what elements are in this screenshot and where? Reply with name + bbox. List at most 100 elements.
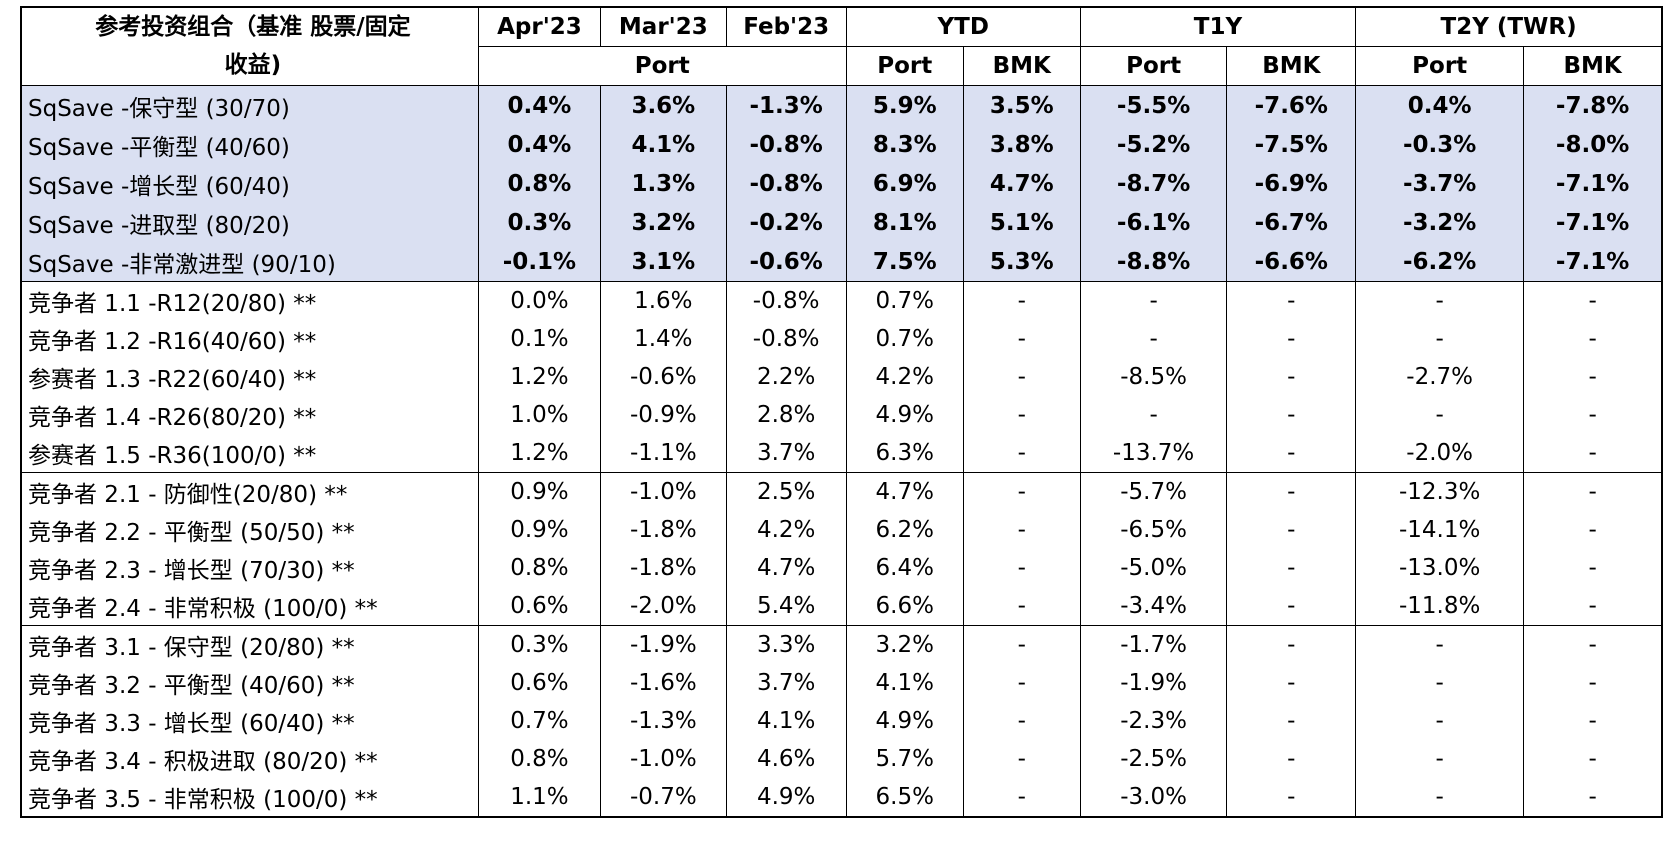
- cell-ytd-port: 5.9%: [845, 85, 964, 125]
- cell-apr: 0.8%: [477, 549, 601, 587]
- cell-t2y-port: -: [1355, 740, 1524, 778]
- table-row: SqSave -保守型 (30/70) 0.4% 3.6% -1.3% 5.9% 3.5%…: [21, 85, 1662, 125]
- cell-feb: 4.7%: [725, 549, 847, 587]
- row-name: 竞争者 3.1 - 保守型 (20/80) **: [21, 625, 479, 664]
- cell-t1y-port: -8.7%: [1079, 164, 1227, 203]
- sub-t1y-port: Port: [1079, 46, 1227, 86]
- cell-mar: 1.6%: [600, 281, 727, 320]
- cell-apr: 1.2%: [477, 358, 601, 396]
- table-row: 竞争者 1.4 -R26(80/20) ** 1.0% -0.9% 2.8% 4.9% -…: [21, 396, 1662, 434]
- cell-ytd-port: 6.9%: [845, 164, 964, 203]
- cell-mar: -1.1%: [600, 434, 727, 473]
- cell-t2y-port: -: [1355, 664, 1524, 702]
- cell-ytd-port: 4.2%: [845, 358, 964, 396]
- cell-t1y-port: -3.4%: [1079, 587, 1227, 626]
- cell-t2y-bmk: -: [1523, 396, 1662, 434]
- cell-t2y-bmk: -: [1523, 664, 1662, 702]
- cell-t1y-port: -2.3%: [1079, 702, 1227, 740]
- table-row: SqSave -平衡型 (40/60) 0.4% 4.1% -0.8% 8.3% 3.8%…: [21, 125, 1662, 164]
- row-name: 竞争者 3.3 - 增长型 (60/40) **: [28, 711, 355, 737]
- cell-t1y-bmk: -7.5%: [1226, 125, 1356, 164]
- table-row: 竞争者 3.3 - 增长型 (60/40) ** 0.7% -1.3% 4.1% 4.9…: [21, 702, 1662, 740]
- sub-t2y-bmk: BMK: [1523, 46, 1662, 86]
- cell-t1y-bmk: -: [1226, 320, 1356, 358]
- col-t1y: T1Y: [1079, 7, 1356, 47]
- cell-ytd-port: 6.6%: [845, 587, 964, 626]
- cell-t1y-port: -5.0%: [1079, 549, 1227, 587]
- cell-t1y-bmk: -6.9%: [1226, 164, 1356, 203]
- cell-t1y-bmk: -: [1226, 358, 1356, 396]
- cell-t2y-bmk: -7.1%: [1523, 203, 1662, 242]
- cell-t2y-bmk: -: [1523, 778, 1662, 817]
- table-row: 竞争者 2.4 - 非常积极 (100/0) ** 0.6% -2.0% 5.4% 6.…: [21, 587, 1662, 626]
- cell-t1y-port: -5.7%: [1079, 472, 1227, 511]
- cell-mar: -1.0%: [600, 740, 727, 778]
- cell-mar: -1.8%: [600, 511, 727, 549]
- cell-t2y-bmk: -7.1%: [1523, 164, 1662, 203]
- cell-feb: 4.2%: [725, 511, 847, 549]
- cell-apr: 1.2%: [477, 434, 601, 473]
- cell-t1y-port: -1.7%: [1079, 625, 1227, 664]
- cell-t1y-port: -: [1079, 396, 1227, 434]
- cell-feb: 4.9%: [725, 778, 847, 817]
- cell-ytd-port: 6.4%: [845, 549, 964, 587]
- cell-ytd-port: 8.1%: [845, 203, 964, 242]
- cell-t2y-port: -13.0%: [1355, 549, 1524, 587]
- cell-mar: -1.9%: [600, 625, 727, 664]
- table-row: SqSave -进取型 (80/20) 0.3% 3.2% -0.2% 8.1% 5.1%…: [21, 203, 1662, 242]
- cell-t2y-port: -0.3%: [1355, 125, 1524, 164]
- row-name: 参赛者 1.3 -R22(60/40) **: [28, 367, 317, 393]
- row-name: 竞争者 3.4 - 积极进取 (80/20) **: [28, 749, 378, 775]
- cell-mar: -0.7%: [600, 778, 727, 817]
- cell-ytd-bmk: -: [962, 778, 1081, 817]
- row-name: 参赛者 1.5 -R36(100/0) **: [28, 443, 317, 469]
- cell-t2y-port: 0.4%: [1355, 85, 1524, 125]
- cell-t2y-bmk: -: [1523, 702, 1662, 740]
- cell-feb: -0.8%: [725, 281, 847, 320]
- cell-t2y-port: -: [1355, 778, 1524, 817]
- cell-t2y-port: -12.3%: [1355, 472, 1524, 511]
- cell-mar: -1.8%: [600, 549, 727, 587]
- cell-ytd-port: 6.3%: [845, 434, 964, 473]
- row-name: 竞争者 3.2 - 平衡型 (40/60) **: [28, 673, 355, 699]
- cell-t1y-bmk: -6.6%: [1226, 242, 1356, 282]
- cell-ytd-port: 5.7%: [845, 740, 964, 778]
- cell-t2y-bmk: -8.0%: [1523, 125, 1662, 164]
- cell-ytd-bmk: -: [962, 740, 1081, 778]
- cell-apr: 1.0%: [477, 396, 601, 434]
- cell-apr: 0.9%: [477, 472, 601, 511]
- cell-ytd-bmk: 5.1%: [962, 203, 1081, 242]
- cell-t1y-bmk: -: [1226, 740, 1356, 778]
- col-feb: Feb'23: [725, 7, 847, 47]
- table-row: 竞争者 3.4 - 积极进取 (80/20) ** 0.8% -1.0% 4.6% 5.…: [21, 740, 1662, 778]
- cell-t2y-bmk: -7.1%: [1523, 242, 1662, 282]
- cell-apr: 0.3%: [477, 203, 601, 242]
- row-name: SqSave -增长型 (60/40): [21, 164, 479, 203]
- cell-apr: 0.4%: [477, 125, 601, 164]
- cell-ytd-bmk: 4.7%: [962, 164, 1081, 203]
- cell-feb: -0.8%: [725, 164, 847, 203]
- cell-ytd-port: 6.2%: [845, 511, 964, 549]
- cell-t2y-port: -: [1355, 320, 1524, 358]
- cell-t1y-bmk: -: [1226, 702, 1356, 740]
- cell-ytd-bmk: 3.8%: [962, 125, 1081, 164]
- cell-feb: 5.4%: [725, 587, 847, 626]
- table-row: 竞争者 2.2 - 平衡型 (50/50) ** 0.9% -1.8% 4.2% 6.2…: [21, 511, 1662, 549]
- table-title: 参考投资组合（基准 股票/固定 收益): [21, 7, 479, 86]
- cell-apr: 0.0%: [477, 281, 601, 320]
- cell-feb: 3.3%: [725, 625, 847, 664]
- cell-t1y-port: -2.5%: [1079, 740, 1227, 778]
- cell-apr: 0.3%: [477, 625, 601, 664]
- sub-port-months: Port: [477, 46, 847, 86]
- table-row: 参赛者 1.5 -R36(100/0) ** 1.2% -1.1% 3.7% 6.3% -…: [21, 434, 1662, 473]
- cell-ytd-port: 4.1%: [845, 664, 964, 702]
- cell-ytd-port: 4.9%: [845, 702, 964, 740]
- cell-ytd-port: 6.5%: [845, 778, 964, 817]
- table-row: 竞争者 1.1 -R12(20/80) ** 0.0% 1.6% -0.8% 0.7% -…: [21, 281, 1662, 320]
- cell-mar: -1.3%: [600, 702, 727, 740]
- row-name: SqSave -平衡型 (40/60): [21, 125, 479, 164]
- cell-apr: 0.8%: [477, 740, 601, 778]
- cell-ytd-bmk: -: [962, 511, 1081, 549]
- cell-t2y-bmk: -: [1523, 740, 1662, 778]
